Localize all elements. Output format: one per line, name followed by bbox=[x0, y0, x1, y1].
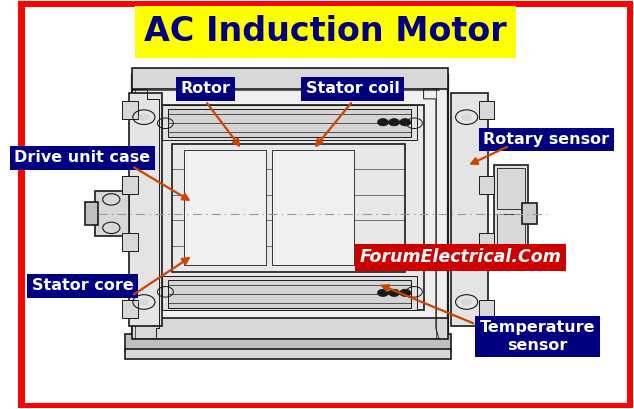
Bar bbox=[132, 68, 448, 89]
Bar bbox=[122, 233, 138, 251]
Bar bbox=[169, 280, 411, 308]
Circle shape bbox=[389, 289, 399, 297]
Bar bbox=[126, 349, 451, 359]
Circle shape bbox=[399, 289, 411, 297]
Bar bbox=[497, 168, 525, 209]
Bar bbox=[184, 150, 266, 265]
Text: Rotary sensor: Rotary sensor bbox=[484, 132, 610, 147]
Circle shape bbox=[377, 289, 389, 297]
Circle shape bbox=[462, 114, 472, 120]
Bar bbox=[132, 318, 448, 339]
Text: Stator coil: Stator coil bbox=[306, 81, 400, 96]
Circle shape bbox=[139, 299, 149, 305]
Bar bbox=[479, 176, 495, 194]
Bar bbox=[497, 214, 525, 258]
Text: Rotor: Rotor bbox=[180, 81, 230, 96]
Bar bbox=[86, 202, 98, 225]
Bar bbox=[495, 165, 528, 263]
Bar bbox=[122, 101, 138, 119]
Bar bbox=[522, 204, 538, 224]
Bar bbox=[479, 233, 495, 251]
Bar bbox=[132, 74, 448, 339]
Bar bbox=[156, 105, 424, 310]
Bar bbox=[122, 176, 138, 194]
Text: Stator core: Stator core bbox=[32, 278, 133, 293]
Circle shape bbox=[377, 119, 389, 126]
Bar bbox=[162, 105, 417, 139]
Bar bbox=[172, 144, 405, 272]
Circle shape bbox=[399, 119, 411, 126]
Bar bbox=[122, 300, 138, 318]
Bar bbox=[129, 93, 162, 326]
Bar bbox=[162, 276, 417, 310]
Text: ForumElectrical.Com: ForumElectrical.Com bbox=[359, 248, 562, 266]
Bar bbox=[451, 93, 488, 326]
Bar bbox=[126, 335, 451, 351]
Text: AC Induction Motor: AC Induction Motor bbox=[144, 16, 507, 48]
Bar bbox=[272, 150, 354, 265]
Text: Drive unit case: Drive unit case bbox=[15, 150, 150, 165]
Circle shape bbox=[139, 114, 149, 120]
Bar bbox=[94, 191, 129, 236]
Circle shape bbox=[389, 119, 399, 126]
Bar bbox=[479, 101, 495, 119]
Text: Temperature
sensor: Temperature sensor bbox=[479, 320, 595, 353]
Bar bbox=[479, 300, 495, 318]
Circle shape bbox=[462, 299, 472, 305]
Bar bbox=[169, 109, 411, 137]
